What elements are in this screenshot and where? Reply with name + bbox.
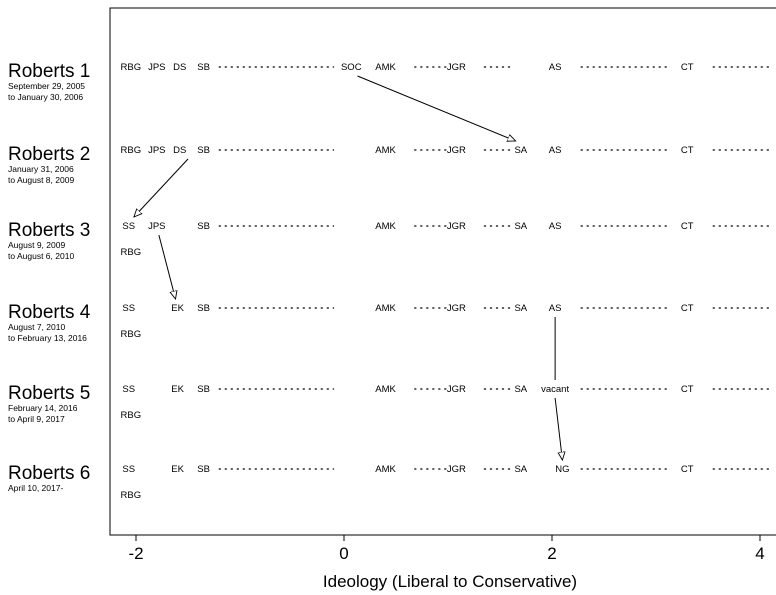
court-date: August 9, 2009	[8, 240, 65, 250]
justice-label: CT	[681, 221, 694, 232]
justice-label: JGR	[447, 62, 466, 73]
justice-label: SA	[514, 221, 527, 232]
court-date: to February 13, 2016	[8, 333, 87, 343]
court-date: to January 30, 2006	[8, 92, 83, 102]
justice-label: EK	[171, 464, 184, 475]
transition-arrow	[158, 234, 176, 299]
court-date: April 10, 2017-	[8, 483, 63, 493]
justice-label: EK	[171, 384, 184, 395]
justice-label: AMK	[375, 384, 396, 395]
justice-label: JPS	[148, 62, 165, 73]
justice-label: NG	[555, 464, 569, 475]
justice-label: RBG	[121, 410, 142, 421]
court-date: to April 9, 2017	[8, 414, 65, 424]
justice-label: SA	[514, 384, 527, 395]
justice-label: SS	[122, 221, 135, 232]
justice-label: SA	[514, 145, 527, 156]
court-name: Roberts 2	[8, 144, 90, 165]
justice-label: SS	[122, 464, 135, 475]
justice-label: SB	[197, 303, 210, 314]
court-date: to August 8, 2009	[8, 175, 74, 185]
justice-label: CT	[681, 145, 694, 156]
x-tick-label: 0	[339, 544, 348, 563]
justice-label: AS	[549, 145, 562, 156]
transition-arrow	[357, 75, 516, 141]
justice-label: AS	[549, 62, 562, 73]
justice-label: AS	[549, 221, 562, 232]
justice-label: DS	[173, 145, 186, 156]
court-date: to August 6, 2010	[8, 251, 74, 261]
transition-arrow	[554, 397, 562, 460]
court-name: Roberts 3	[8, 220, 90, 241]
x-tick-label: -2	[128, 544, 143, 563]
court-date: January 31, 2006	[8, 164, 74, 174]
justice-label: AMK	[375, 221, 396, 232]
justice-label: RBG	[121, 329, 142, 340]
justice-label: SS	[122, 303, 135, 314]
justice-label: SB	[197, 221, 210, 232]
justice-label: vacant	[541, 384, 569, 395]
court-name: Roberts 1	[8, 61, 90, 82]
court-date: September 29, 2005	[8, 81, 85, 91]
justice-label: SB	[197, 62, 210, 73]
transition-arrow	[134, 158, 189, 217]
justice-label: JPS	[148, 221, 165, 232]
justice-label: CT	[681, 464, 694, 475]
justice-label: JGR	[447, 303, 466, 314]
justice-label: CT	[681, 384, 694, 395]
x-tick-label: 4	[755, 544, 764, 563]
justice-labels: RBG JPS DS SB SOC AMK JGR AS CT RBG JPS DS SB AMK JGR S…	[121, 62, 694, 501]
justice-label: CT	[681, 62, 694, 73]
justice-label: RBG	[121, 62, 142, 73]
justice-label: RBG	[121, 145, 142, 156]
justice-label: AMK	[375, 464, 396, 475]
justice-label: DS	[173, 62, 186, 73]
court-name: Roberts 6	[8, 463, 90, 484]
justice-label: RBG	[121, 490, 142, 501]
x-axis-title: Ideology (Liberal to Conservative)	[323, 572, 577, 591]
justice-label: SS	[122, 384, 135, 395]
justice-label: JPS	[148, 145, 165, 156]
court-name: Roberts 5	[8, 383, 90, 404]
justice-label: JGR	[447, 145, 466, 156]
justice-label: SB	[197, 145, 210, 156]
justice-label: RBG	[121, 247, 142, 258]
plot-frame	[109, 7, 776, 536]
x-tick-label: 2	[547, 544, 556, 563]
court-date: August 7, 2010	[8, 322, 65, 332]
justice-label: AMK	[375, 145, 396, 156]
justice-label: SA	[514, 303, 527, 314]
dotted-connectors	[218, 66, 772, 470]
justice-label: JGR	[447, 464, 466, 475]
justice-label: AMK	[375, 303, 396, 314]
justice-label: JGR	[447, 221, 466, 232]
justice-label: SOC	[341, 62, 362, 73]
justice-label: SA	[514, 464, 527, 475]
transition-arrows	[134, 75, 562, 460]
x-axis: -2 0 2 4	[128, 535, 765, 563]
justice-label: EK	[171, 303, 184, 314]
justice-label: CT	[681, 303, 694, 314]
justice-label: JGR	[447, 384, 466, 395]
justice-label: SB	[197, 384, 210, 395]
court-name: Roberts 4	[8, 302, 91, 323]
justice-label: AMK	[375, 62, 396, 73]
justice-label: AS	[549, 303, 562, 314]
court-date: February 14, 2016	[8, 403, 78, 413]
justice-label: SB	[197, 464, 210, 475]
